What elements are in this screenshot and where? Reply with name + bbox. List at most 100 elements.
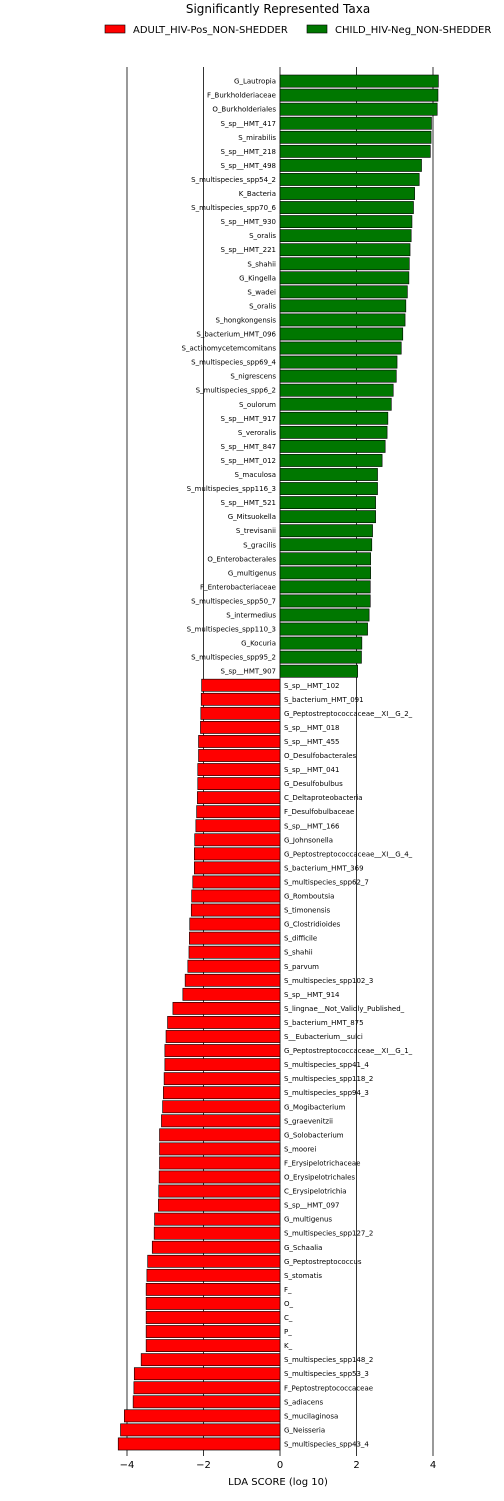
bar-label: S_sp__HMT_097	[284, 1202, 339, 1210]
bar-label: S_mirabilis	[238, 134, 276, 142]
bar	[195, 819, 281, 833]
legend-item-child: CHILD_HIV-Neg_NON-SHEDDER	[306, 24, 491, 36]
bar	[279, 383, 394, 397]
bar	[154, 1212, 281, 1226]
bar	[279, 173, 420, 186]
bar	[151, 1240, 281, 1254]
bar	[279, 538, 373, 552]
bar	[158, 1198, 281, 1212]
bar-label: S_sp__HMT_455	[284, 738, 339, 746]
bar	[279, 496, 376, 509]
bar	[279, 313, 406, 327]
bar	[279, 229, 412, 243]
bar	[279, 650, 362, 664]
bar	[187, 959, 281, 973]
bar	[279, 243, 411, 257]
bar-label: G_Lautropia	[234, 78, 276, 86]
bar-label: S_gracilis	[243, 541, 276, 549]
bar-label: F_Enterobacteriaceae	[200, 583, 276, 591]
bar-label: S_bacterium_HMT_875	[284, 1019, 364, 1027]
bar-label: S_timonensis	[284, 907, 331, 915]
bar-label: C_Erysipelotrichia	[284, 1188, 347, 1196]
bar-label: S_multispecies_spp70_6	[191, 204, 276, 212]
bar-label: S_oralis	[249, 232, 276, 240]
bar-label: F_Desulfobulbaceae	[284, 808, 354, 816]
bar-label: S_sp__HMT_930	[221, 218, 276, 226]
bar	[279, 299, 407, 313]
bar-label: S_multispecies_spp118_2	[284, 1075, 373, 1083]
bar-label: G_Peptostreptococcaceae__XI__G_4_	[284, 850, 413, 858]
bar-label: S_multispecies_spp53_3	[284, 1370, 369, 1378]
bar-label: C_Deltaproteobacteria	[284, 794, 363, 802]
bar	[161, 1114, 281, 1128]
bar	[146, 1268, 281, 1282]
bar-label: S_multispecies_spp69_4	[191, 359, 276, 367]
bar-label: S_mucilaginosa	[284, 1412, 338, 1420]
bar	[188, 945, 281, 959]
bar-label: S_maculosa	[234, 471, 276, 479]
bar-label: S_multispecies_spp148_2	[284, 1356, 373, 1364]
bar-label: O_Burkholderiales	[212, 106, 276, 114]
legend-label-adult: ADULT_HIV-Pos_NON-SHEDDER	[133, 25, 288, 36]
bar	[279, 130, 432, 144]
bar	[189, 931, 281, 945]
bar	[279, 552, 371, 566]
bar	[190, 903, 281, 917]
x-axis: −4 −2 0 2 4	[120, 1452, 436, 1471]
legend-label-child: CHILD_HIV-Neg_NON-SHEDDER	[335, 25, 491, 36]
bar	[197, 777, 281, 790]
bar-label: S_sp__HMT_521	[221, 499, 276, 507]
bar	[159, 1142, 281, 1156]
bar-label: S_sp__HMT_907	[221, 668, 276, 676]
bar	[279, 285, 408, 299]
bar	[194, 833, 281, 847]
bar-label: O_Erysipelotrichales	[284, 1174, 355, 1182]
bar	[279, 622, 368, 636]
bar	[279, 580, 371, 594]
bar-label: S_wadei	[247, 288, 276, 296]
bar	[158, 1170, 281, 1184]
bar	[189, 917, 281, 931]
bar	[279, 468, 378, 481]
x-tick-label: 2	[353, 1460, 359, 1471]
bar	[140, 1353, 281, 1367]
bar-label: S_sp__HMT_221	[221, 246, 276, 254]
bar-label: P_	[284, 1328, 292, 1336]
bar-label: S_sp__HMT_166	[284, 822, 340, 830]
bar	[159, 1128, 281, 1142]
bar	[279, 454, 383, 467]
bar-label: S_shahii	[284, 949, 313, 957]
bar-label: S_sp__HMT_917	[221, 415, 276, 423]
bar	[279, 74, 439, 88]
bar	[279, 608, 370, 622]
bar	[279, 327, 404, 341]
bar	[279, 116, 432, 130]
bar	[147, 1254, 281, 1268]
bar-label: S_moorei	[284, 1145, 316, 1153]
bar	[194, 847, 281, 861]
bar-label: G_Romboutsia	[284, 893, 334, 901]
bar-label: G_Schaalia	[284, 1244, 322, 1252]
bar-label: S_multispecies_spp95_2	[191, 654, 276, 662]
bar-label: G_Clostridioides	[284, 921, 341, 929]
bar-label: S_multispecies_spp62_7	[284, 878, 369, 886]
bar	[198, 749, 281, 762]
bar-label: S_oulorum	[239, 401, 276, 409]
bar	[162, 1100, 281, 1114]
bar	[159, 1156, 281, 1170]
bar-label: S_multispecies_spp43_4	[284, 1440, 369, 1448]
bar	[279, 369, 397, 383]
x-tick-label: 0	[277, 1460, 283, 1471]
bar-label: S_multispecies_spp6_2	[196, 387, 276, 395]
bar-label: F_Burkholderiaceae	[207, 92, 276, 100]
bar-label: S_oralis	[249, 302, 276, 310]
bar-label: S_sp__HMT_018	[284, 724, 339, 732]
bar	[279, 257, 410, 271]
bar-label: S_sp__HMT_102	[284, 682, 339, 690]
bar	[279, 439, 386, 453]
bar-label: S_sp__HMT_914	[284, 991, 340, 999]
bar	[117, 1437, 281, 1451]
bar-label: G_multigenus	[284, 1216, 332, 1224]
bar	[279, 510, 376, 524]
bar	[279, 397, 392, 411]
